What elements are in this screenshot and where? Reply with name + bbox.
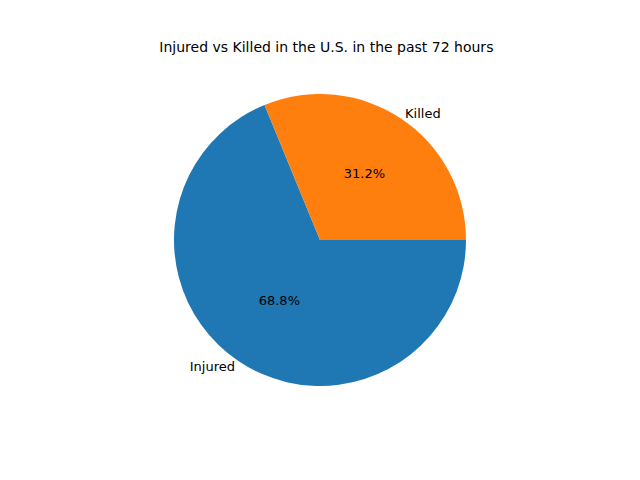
svg-text:31.2%: 31.2% xyxy=(344,166,385,181)
svg-text:68.8%: 68.8% xyxy=(259,293,300,308)
svg-text:Injured: Injured xyxy=(190,359,235,374)
svg-text:Killed: Killed xyxy=(405,106,441,121)
svg-text:Injured vs Killed in the U.S.: Injured vs Killed in the U.S. in the pas… xyxy=(159,39,493,55)
